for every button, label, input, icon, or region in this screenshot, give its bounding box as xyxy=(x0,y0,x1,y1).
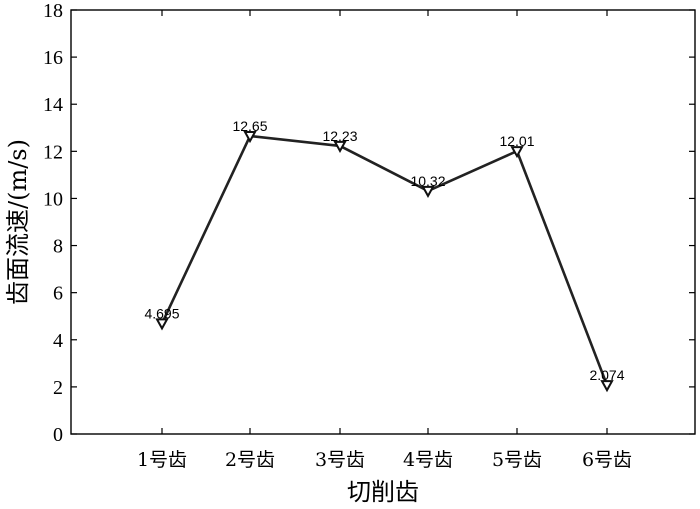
y-tick-label: 10 xyxy=(43,188,63,210)
x-tick-label: 4号齿 xyxy=(403,449,453,471)
data-label: 10.32 xyxy=(410,173,445,189)
data-label: 2.074 xyxy=(589,367,624,383)
y-tick-label: 14 xyxy=(43,94,63,116)
x-axis-title: 切削齿 xyxy=(347,478,419,506)
series-line xyxy=(160,134,609,386)
series-group: 4.695 12.65 12.23 10.32 12.01 2.074 xyxy=(144,118,625,393)
x-tick-label: 1号齿 xyxy=(137,449,187,471)
plot-frame xyxy=(70,9,696,435)
y-axis-title: 齿面流速/(m/s) xyxy=(4,139,32,305)
x-tick-label: 3号齿 xyxy=(315,449,365,471)
y-tick-label: 8 xyxy=(53,236,63,258)
x-axis: 1号齿 2号齿 3号齿 4号齿 5号齿 6号齿 xyxy=(137,10,632,471)
data-point xyxy=(421,185,435,198)
y-tick-label: 4 xyxy=(53,330,63,352)
data-label: 12.23 xyxy=(322,128,357,144)
x-tick-label: 5号齿 xyxy=(492,449,542,471)
data-point xyxy=(333,140,347,153)
y-tick-label: 18 xyxy=(43,0,63,22)
x-tick-label: 2号齿 xyxy=(225,449,275,471)
data-point xyxy=(510,146,524,159)
data-point xyxy=(243,131,257,144)
data-point xyxy=(600,380,614,393)
y-axis: 0 2 4 6 8 10 12 14 16 18 xyxy=(43,0,695,446)
y-tick-label: 2 xyxy=(53,377,63,399)
data-point xyxy=(155,318,169,331)
y-tick-label: 0 xyxy=(53,424,63,446)
x-tick-label: 6号齿 xyxy=(582,449,632,471)
data-label: 12.65 xyxy=(232,118,267,134)
y-tick-label: 12 xyxy=(43,141,63,163)
y-tick-label: 16 xyxy=(43,47,63,69)
data-label: 4.695 xyxy=(144,305,179,321)
y-tick-label: 6 xyxy=(53,283,63,305)
data-label: 12.01 xyxy=(499,133,534,149)
